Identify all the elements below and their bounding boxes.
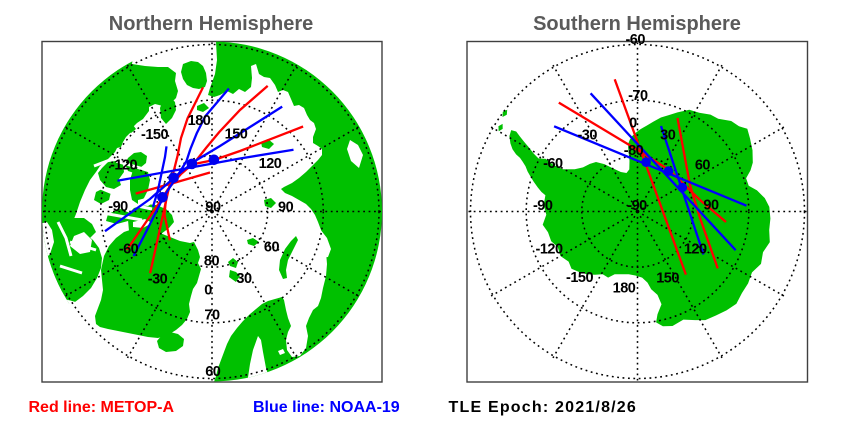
svg-text:30: 30	[236, 271, 252, 287]
svg-text:-120: -120	[110, 158, 137, 174]
svg-text:120: 120	[684, 241, 707, 257]
svg-text:Northern Hemisphere: Northern Hemisphere	[109, 13, 314, 35]
svg-text:90: 90	[205, 200, 221, 216]
svg-text:-80: -80	[624, 143, 644, 159]
svg-text:-150: -150	[141, 127, 168, 143]
svg-text:150: 150	[225, 127, 248, 143]
svg-text:180: 180	[613, 281, 636, 297]
svg-text:90: 90	[703, 198, 719, 214]
svg-text:0: 0	[204, 283, 212, 299]
svg-text:60: 60	[695, 158, 711, 174]
svg-text:-90: -90	[533, 198, 553, 214]
svg-text:30: 30	[660, 127, 676, 143]
svg-text:0: 0	[629, 116, 637, 132]
svg-text:-60: -60	[625, 32, 645, 48]
svg-text:-70: -70	[628, 88, 648, 104]
svg-text:80: 80	[204, 254, 220, 270]
svg-text:-120: -120	[535, 241, 562, 257]
svg-text:180: 180	[188, 113, 211, 129]
svg-text:-90: -90	[108, 199, 128, 215]
svg-text:120: 120	[259, 156, 282, 172]
svg-text:90: 90	[278, 200, 294, 216]
svg-text:70: 70	[204, 308, 220, 324]
svg-text:Red line: METOP-A: Red line: METOP-A	[29, 399, 175, 416]
svg-text:-30: -30	[148, 272, 168, 288]
svg-text:-60: -60	[119, 242, 139, 258]
svg-text:60: 60	[264, 240, 280, 256]
svg-text:-90: -90	[627, 198, 647, 214]
svg-text:-150: -150	[566, 270, 593, 286]
svg-text:150: 150	[656, 271, 679, 287]
svg-text:Southern Hemisphere: Southern Hemisphere	[533, 13, 741, 35]
svg-text:Blue line: NOAA-19: Blue line: NOAA-19	[253, 399, 400, 416]
svg-text:-60: -60	[543, 156, 563, 172]
svg-text:-30: -30	[577, 127, 597, 143]
svg-text:60: 60	[205, 364, 221, 380]
svg-text:TLE Epoch: 2021/8/26: TLE Epoch: 2021/8/26	[449, 399, 638, 416]
